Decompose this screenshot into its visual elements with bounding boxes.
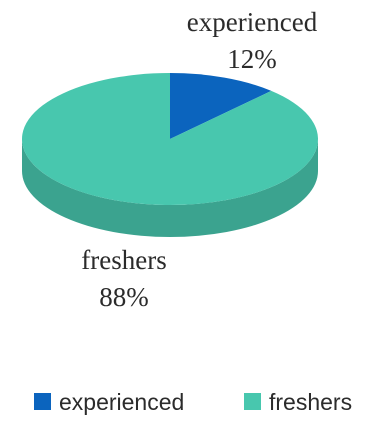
pie-side-walls: [22, 139, 318, 237]
slice-experienced: [170, 73, 272, 139]
slice-side-freshers: [22, 139, 318, 237]
legend-label-freshers: freshers: [269, 389, 352, 415]
legend-swatch-freshers: [244, 393, 261, 410]
legend-label-experienced: experienced: [59, 389, 184, 415]
slice-label-freshers-name: freshers: [81, 245, 166, 275]
legend: experienced freshers: [34, 389, 352, 415]
legend-swatch-experienced: [34, 393, 51, 410]
slice-label-freshers-value: 88%: [99, 282, 149, 312]
slice-label-experienced-name: experienced: [187, 7, 318, 37]
slice-freshers: [21, 73, 318, 205]
slice-label-experienced-value: 12%: [227, 44, 277, 74]
pie-slices: [21, 73, 318, 205]
